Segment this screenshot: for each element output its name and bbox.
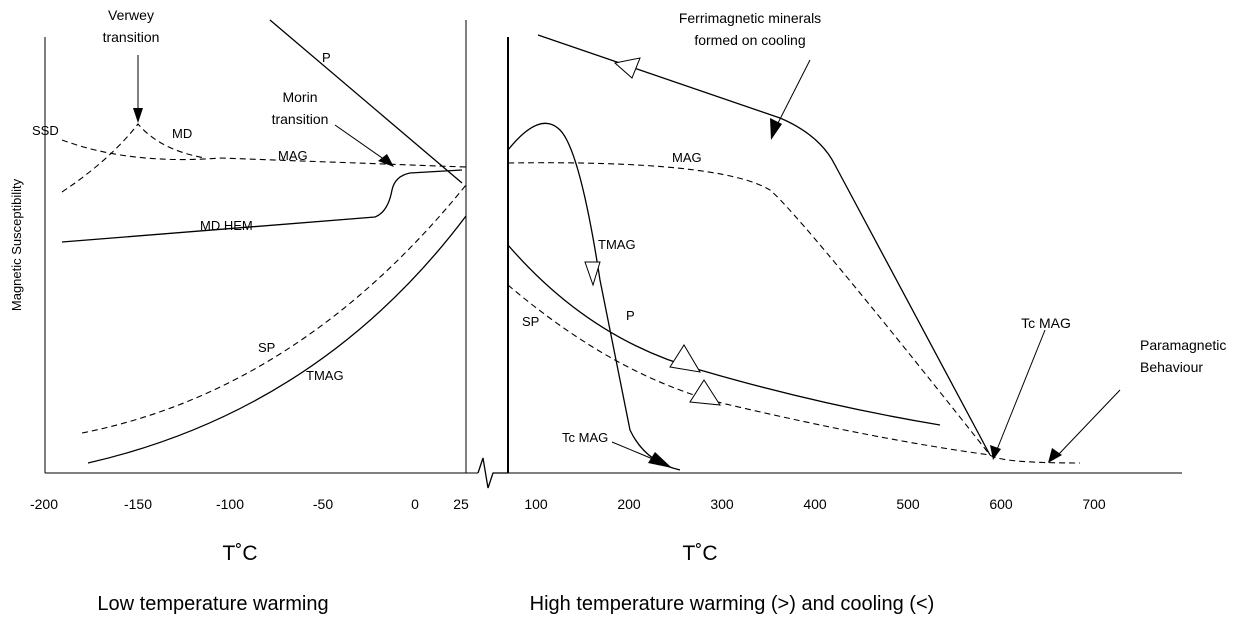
curve-label: SP bbox=[258, 340, 275, 355]
left-curves bbox=[61, 19, 467, 464]
tick: -100 bbox=[216, 496, 244, 512]
curve-label: P bbox=[626, 308, 635, 323]
left-labels: Verwey transition Morin transition SSD M… bbox=[32, 7, 344, 383]
annotation: Behaviour bbox=[1140, 359, 1203, 375]
tick: 700 bbox=[1082, 496, 1106, 512]
tick: -50 bbox=[313, 496, 333, 512]
tick: 200 bbox=[617, 496, 641, 512]
annotation: Ferrimagnetic minerals bbox=[679, 10, 821, 26]
x-axis-label: T˚C bbox=[223, 542, 258, 565]
tick: 100 bbox=[524, 496, 548, 512]
curve-label: TMAG bbox=[306, 368, 344, 383]
right-labels: Ferrimagnetic minerals formed on cooling… bbox=[522, 10, 1226, 445]
curve-label: MAG bbox=[278, 148, 308, 163]
annotation: transition bbox=[272, 111, 329, 127]
y-axis-label: Magnetic Susceptibility bbox=[9, 178, 24, 311]
curve-label: P bbox=[322, 50, 331, 65]
panel-title: Low temperature warming bbox=[97, 593, 328, 615]
right-ticks: 100 200 300 400 500 600 700 bbox=[524, 496, 1106, 512]
annotation: Tc MAG bbox=[562, 430, 608, 445]
tick: 500 bbox=[896, 496, 920, 512]
tick: -200 bbox=[30, 496, 58, 512]
tick: 25 bbox=[453, 496, 469, 512]
panel-title: High temperature warming (>) and cooling… bbox=[530, 593, 935, 615]
curve-label: SSD bbox=[32, 123, 59, 138]
annotation: Paramagnetic bbox=[1140, 337, 1226, 353]
axes bbox=[44, 20, 1182, 489]
annotation: formed on cooling bbox=[694, 32, 805, 48]
curve-label: MD HEM bbox=[200, 218, 253, 233]
tick: 300 bbox=[710, 496, 734, 512]
annotation: Verwey bbox=[108, 7, 154, 23]
tick: 0 bbox=[411, 496, 419, 512]
annotation: transition bbox=[103, 29, 160, 45]
left-ticks: -200 -150 -100 -50 0 25 bbox=[30, 496, 469, 512]
tick: 400 bbox=[803, 496, 827, 512]
x-axis-label: T˚C bbox=[683, 542, 718, 565]
curve-label: TMAG bbox=[598, 237, 636, 252]
right-curves bbox=[507, 34, 1121, 471]
curve-label: SP bbox=[522, 314, 539, 329]
annotation: Tc MAG bbox=[1021, 315, 1071, 331]
curve-label: MAG bbox=[672, 150, 702, 165]
annotation: Morin bbox=[282, 89, 317, 105]
curve-label: MD bbox=[172, 126, 192, 141]
tick: 600 bbox=[989, 496, 1013, 512]
tick: -150 bbox=[124, 496, 152, 512]
